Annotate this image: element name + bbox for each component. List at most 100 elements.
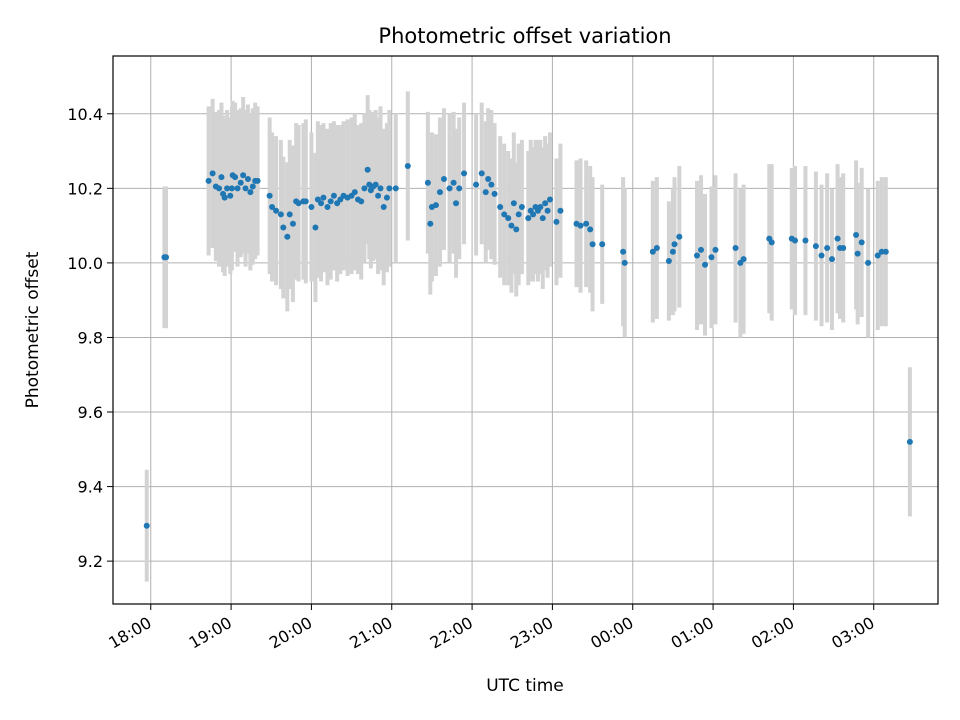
data-point <box>824 244 831 251</box>
data-point <box>375 192 382 199</box>
data-point <box>544 207 551 214</box>
data-point <box>510 200 517 207</box>
data-points <box>143 162 913 529</box>
y-axis-title: Photometric offset <box>23 251 43 408</box>
data-point <box>518 203 525 210</box>
data-point <box>364 166 371 173</box>
data-point <box>461 170 468 177</box>
data-point <box>446 185 453 192</box>
data-point <box>485 176 492 183</box>
data-point <box>320 194 327 201</box>
data-point <box>312 224 319 231</box>
data-point <box>237 179 244 186</box>
y-tick-label: 10.0 <box>67 254 103 273</box>
data-point <box>853 231 860 238</box>
data-point <box>254 177 261 184</box>
data-point <box>649 248 656 255</box>
y-axis-ticks: 9.2 9.4 9.6 9.8 10.0 10.2 10.4 <box>67 105 113 571</box>
data-point <box>740 256 747 263</box>
data-point <box>424 179 431 186</box>
data-point <box>218 174 225 181</box>
data-point <box>865 259 872 266</box>
x-tick-label: 23:00 <box>507 613 556 653</box>
plot-frame <box>112 55 939 605</box>
chart-title: Photometric offset variation <box>378 24 671 48</box>
y-tick-label: 9.6 <box>78 403 103 422</box>
data-point <box>308 203 315 210</box>
data-point <box>227 192 234 199</box>
data-point <box>302 198 309 205</box>
data-point <box>525 215 532 222</box>
data-point <box>553 218 560 225</box>
data-point <box>732 244 739 251</box>
data-point <box>708 254 715 261</box>
data-point <box>653 244 660 251</box>
data-point <box>882 248 889 255</box>
data-point <box>361 185 368 192</box>
data-point <box>577 222 584 229</box>
data-point <box>874 252 881 259</box>
data-point <box>537 203 544 210</box>
data-point <box>383 194 390 201</box>
data-point <box>284 233 291 240</box>
data-point <box>694 252 701 259</box>
x-axis-title: UTC time <box>486 676 564 696</box>
data-point <box>828 256 835 263</box>
data-point <box>392 185 399 192</box>
data-point <box>244 176 251 183</box>
data-point <box>209 170 216 177</box>
data-point <box>330 192 337 199</box>
data-point <box>224 185 231 192</box>
data-point <box>818 252 825 259</box>
data-point <box>621 259 628 266</box>
data-point <box>386 185 393 192</box>
data-point <box>280 224 287 231</box>
data-point <box>515 211 522 218</box>
grid <box>113 56 938 604</box>
data-point <box>324 203 331 210</box>
data-point <box>380 203 387 210</box>
x-tick-label: 02:00 <box>748 613 797 653</box>
data-point <box>505 215 512 222</box>
data-point <box>698 246 705 253</box>
data-point <box>295 200 302 207</box>
data-point <box>240 172 247 179</box>
data-point <box>557 207 564 214</box>
data-point <box>266 192 273 199</box>
data-point <box>453 200 460 207</box>
data-point <box>358 198 365 205</box>
data-point <box>205 177 212 184</box>
data-point <box>289 220 296 227</box>
data-point <box>671 241 678 248</box>
data-point <box>712 246 719 253</box>
data-point <box>216 185 223 192</box>
data-point <box>508 222 515 229</box>
data-point <box>473 181 480 188</box>
data-point <box>542 200 549 207</box>
data-point <box>530 211 537 218</box>
x-tick-label: 20:00 <box>266 613 315 653</box>
data-point <box>228 185 235 192</box>
data-point <box>834 235 841 242</box>
y-tick-label: 10.2 <box>67 179 103 198</box>
data-point <box>427 220 434 227</box>
x-tick-label: 03:00 <box>828 613 877 653</box>
data-point <box>599 241 606 248</box>
y-tick-label: 9.8 <box>78 328 103 347</box>
x-tick-label: 22:00 <box>427 613 476 653</box>
data-point <box>665 258 672 265</box>
data-point <box>232 174 239 181</box>
data-point <box>802 237 809 244</box>
data-point <box>768 239 775 246</box>
x-axis-ticks: 18:00 19:00 20:00 21:00 22:00 23:00 00:00 01:00… <box>105 604 878 653</box>
data-point <box>497 203 504 210</box>
data-point <box>273 207 280 214</box>
data-point <box>286 211 293 218</box>
data-point <box>840 244 847 251</box>
data-point <box>163 254 170 261</box>
data-point <box>143 522 150 529</box>
y-tick-label: 9.2 <box>78 552 103 571</box>
x-tick-label: 00:00 <box>587 613 636 653</box>
data-point <box>327 198 334 205</box>
